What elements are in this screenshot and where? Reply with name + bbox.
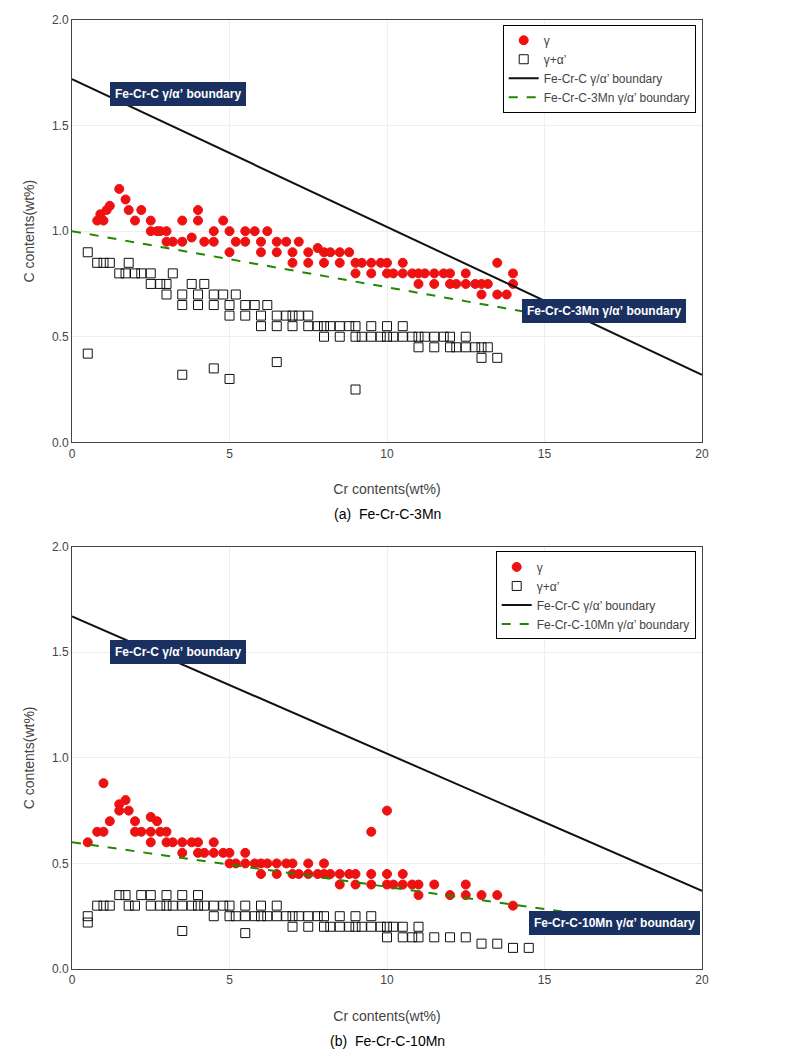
- svg-text:γ+α’: γ+α’: [544, 53, 567, 67]
- svg-text:1.0: 1.0: [52, 751, 69, 765]
- svg-text:5: 5: [226, 447, 233, 461]
- svg-text:2.0: 2.0: [52, 13, 69, 27]
- svg-text:0.0: 0.0: [52, 962, 69, 976]
- svg-text:15: 15: [538, 447, 552, 461]
- svg-text:Fe-Cr-C γ/α’ boundary: Fe-Cr-C γ/α’ boundary: [537, 599, 656, 613]
- svg-text:Cr contents(wt%): Cr contents(wt%): [333, 481, 440, 497]
- svg-text:Fe-Cr-C-3Mn γ/α’ boundary: Fe-Cr-C-3Mn γ/α’ boundary: [544, 91, 690, 105]
- svg-text:1.5: 1.5: [52, 119, 69, 133]
- svg-text:10: 10: [380, 973, 394, 987]
- svg-text:0: 0: [69, 973, 76, 987]
- svg-text:(a) Fe-Cr-C-3Mn: (a) Fe-Cr-C-3Mn: [334, 506, 441, 522]
- svg-text:0: 0: [69, 447, 76, 461]
- svg-text:15: 15: [538, 973, 552, 987]
- svg-text:Fe-Cr-C-10Mn γ/α’ boundary: Fe-Cr-C-10Mn γ/α’ boundary: [534, 916, 695, 930]
- svg-text:20: 20: [695, 973, 709, 987]
- svg-text:10: 10: [380, 447, 394, 461]
- svg-text:Fe-Cr-C-3Mn γ/α’ boundary: Fe-Cr-C-3Mn γ/α’ boundary: [527, 304, 681, 318]
- svg-text:0.0: 0.0: [52, 436, 69, 450]
- svg-text:2.0: 2.0: [52, 540, 69, 554]
- svg-text:1.5: 1.5: [52, 645, 69, 659]
- svg-text:γ+α’: γ+α’: [537, 580, 560, 594]
- svg-text:Fe-Cr-C γ/α’ boundary: Fe-Cr-C γ/α’ boundary: [544, 72, 663, 86]
- svg-text:0.5: 0.5: [52, 330, 69, 344]
- svg-text:C contents(wt%): C contents(wt%): [21, 706, 37, 809]
- svg-text:Cr contents(wt%): Cr contents(wt%): [333, 1008, 440, 1024]
- svg-text:C contents(wt%): C contents(wt%): [21, 180, 37, 283]
- svg-text:5: 5: [226, 973, 233, 987]
- svg-text:(b) Fe-Cr-C-10Mn: (b) Fe-Cr-C-10Mn: [330, 1033, 445, 1049]
- svg-text:Fe-Cr-C γ/α’ boundary: Fe-Cr-C γ/α’ boundary: [115, 87, 241, 101]
- svg-text:γ: γ: [544, 34, 550, 48]
- svg-text:0.5: 0.5: [52, 857, 69, 871]
- svg-text:1.0: 1.0: [52, 224, 69, 238]
- svg-text:20: 20: [695, 447, 709, 461]
- svg-text:Fe-Cr-C-10Mn γ/α’ boundary: Fe-Cr-C-10Mn γ/α’ boundary: [537, 618, 690, 632]
- svg-text:Fe-Cr-C γ/α’ boundary: Fe-Cr-C γ/α’ boundary: [115, 645, 241, 659]
- svg-text:γ: γ: [537, 561, 543, 575]
